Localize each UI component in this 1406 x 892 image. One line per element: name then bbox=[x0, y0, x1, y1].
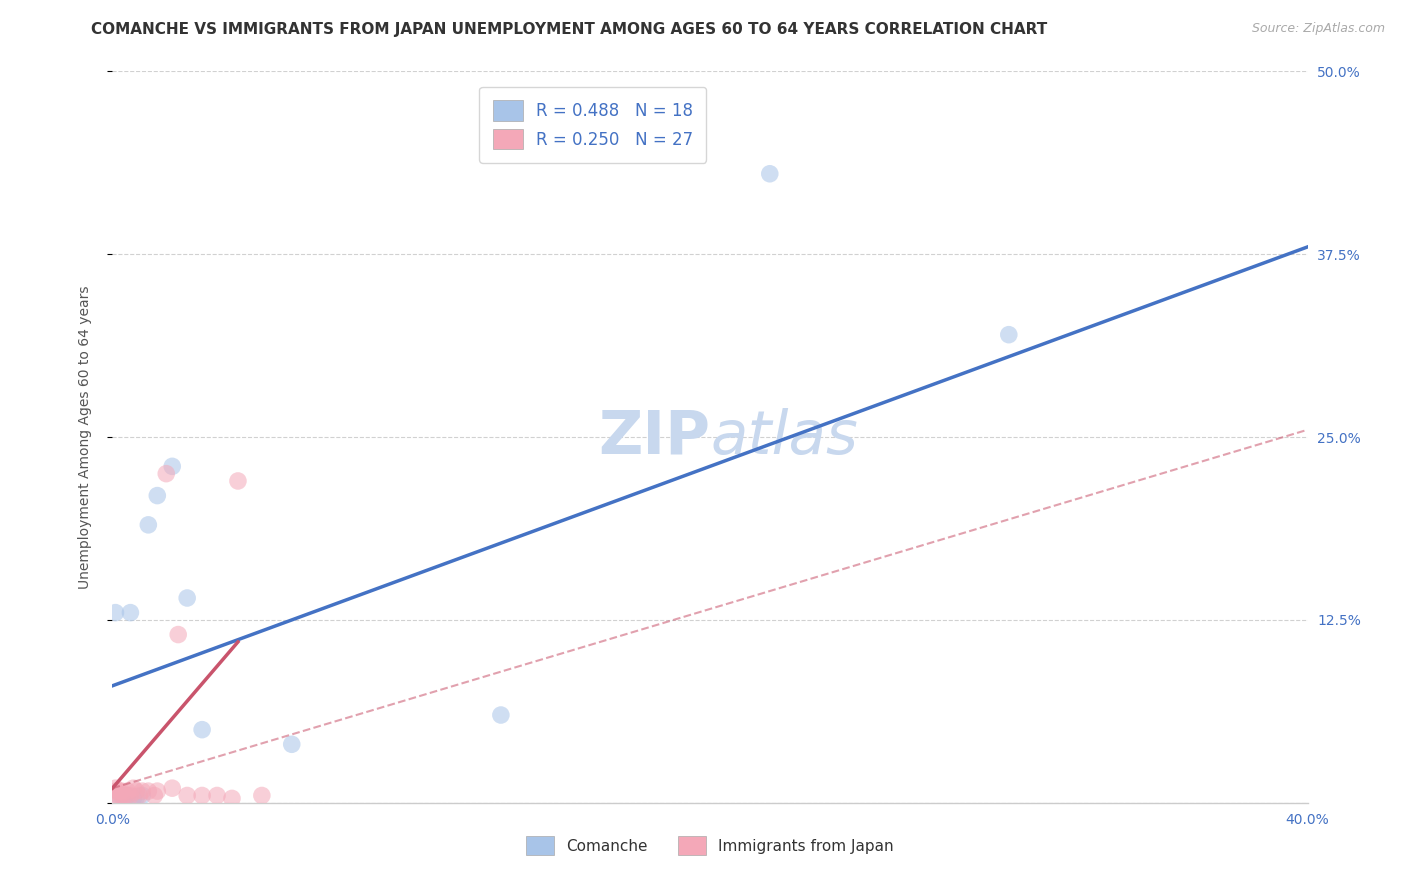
Point bbox=[120, 789, 142, 803]
Point bbox=[759, 167, 782, 181]
Point bbox=[998, 327, 1021, 342]
Point bbox=[138, 517, 160, 532]
Point bbox=[281, 737, 304, 751]
Point bbox=[107, 789, 129, 803]
Text: Source: ZipAtlas.com: Source: ZipAtlas.com bbox=[1251, 22, 1385, 36]
Point bbox=[125, 784, 148, 798]
Point bbox=[191, 723, 214, 737]
Point bbox=[143, 789, 166, 803]
Point bbox=[128, 789, 150, 803]
Point bbox=[146, 489, 169, 503]
Point bbox=[114, 789, 135, 803]
Point bbox=[104, 606, 127, 620]
Point bbox=[167, 627, 190, 641]
Point bbox=[176, 591, 198, 605]
Point bbox=[131, 789, 153, 803]
Point bbox=[104, 789, 127, 803]
Point bbox=[162, 459, 183, 474]
Point bbox=[226, 474, 249, 488]
Point bbox=[131, 784, 153, 798]
Point bbox=[117, 789, 139, 803]
Point bbox=[110, 784, 132, 798]
Point bbox=[125, 789, 148, 804]
Point bbox=[122, 781, 145, 796]
Point bbox=[110, 789, 132, 803]
Point bbox=[191, 789, 214, 803]
Point bbox=[155, 467, 177, 481]
Text: COMANCHE VS IMMIGRANTS FROM JAPAN UNEMPLOYMENT AMONG AGES 60 TO 64 YEARS CORRELA: COMANCHE VS IMMIGRANTS FROM JAPAN UNEMPL… bbox=[91, 22, 1047, 37]
Point bbox=[114, 789, 135, 803]
Point bbox=[122, 791, 145, 805]
Point bbox=[138, 784, 160, 798]
Point bbox=[250, 789, 273, 803]
Point bbox=[120, 606, 142, 620]
Legend: Comanche, Immigrants from Japan: Comanche, Immigrants from Japan bbox=[520, 830, 900, 861]
Point bbox=[221, 791, 243, 805]
Point bbox=[205, 789, 228, 803]
Point bbox=[146, 784, 169, 798]
Text: ZIP: ZIP bbox=[598, 408, 710, 467]
Point bbox=[489, 708, 512, 723]
Point bbox=[117, 789, 139, 803]
Point bbox=[110, 789, 132, 803]
Point bbox=[104, 784, 127, 798]
Point bbox=[107, 789, 129, 803]
Point bbox=[162, 781, 183, 796]
Text: atlas: atlas bbox=[710, 408, 858, 467]
Point bbox=[176, 789, 198, 803]
Point bbox=[107, 784, 129, 798]
Point bbox=[104, 781, 127, 796]
Point bbox=[117, 784, 139, 798]
Y-axis label: Unemployment Among Ages 60 to 64 years: Unemployment Among Ages 60 to 64 years bbox=[77, 285, 91, 589]
